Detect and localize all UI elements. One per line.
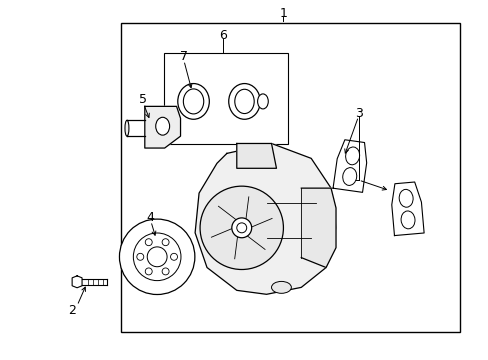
Polygon shape <box>72 276 82 288</box>
Ellipse shape <box>345 147 359 165</box>
Ellipse shape <box>234 89 254 113</box>
Circle shape <box>200 186 283 270</box>
Ellipse shape <box>125 120 129 136</box>
Text: 4: 4 <box>145 211 154 224</box>
Polygon shape <box>236 144 276 168</box>
Ellipse shape <box>228 84 260 119</box>
Text: 5: 5 <box>138 93 146 106</box>
Circle shape <box>145 239 152 246</box>
Ellipse shape <box>271 282 291 293</box>
Ellipse shape <box>342 168 356 185</box>
Text: 1: 1 <box>279 8 286 21</box>
Ellipse shape <box>155 117 169 135</box>
Ellipse shape <box>398 189 412 207</box>
Text: 3: 3 <box>354 107 362 120</box>
Circle shape <box>162 239 169 246</box>
Polygon shape <box>391 182 423 235</box>
Text: 2: 2 <box>68 304 76 317</box>
Circle shape <box>170 253 177 260</box>
Polygon shape <box>144 106 180 148</box>
Polygon shape <box>332 140 366 192</box>
Circle shape <box>145 268 152 275</box>
Ellipse shape <box>183 89 203 114</box>
Ellipse shape <box>400 211 414 229</box>
Circle shape <box>162 268 169 275</box>
Circle shape <box>231 218 251 238</box>
Circle shape <box>147 247 167 267</box>
Text: 7: 7 <box>180 50 187 63</box>
Circle shape <box>119 219 194 294</box>
Circle shape <box>236 223 246 233</box>
Text: 6: 6 <box>218 29 226 42</box>
Ellipse shape <box>178 84 209 119</box>
Bar <box>164 53 287 144</box>
Bar <box>121 23 460 332</box>
Polygon shape <box>301 188 335 267</box>
Circle shape <box>137 253 143 260</box>
Circle shape <box>133 233 181 280</box>
Ellipse shape <box>257 94 268 109</box>
Polygon shape <box>195 144 335 294</box>
